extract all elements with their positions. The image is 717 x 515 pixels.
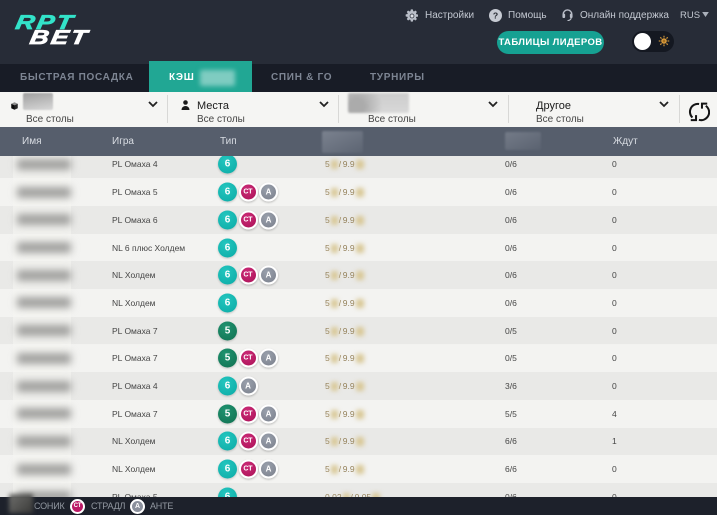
svg-text:?: ? (493, 10, 498, 20)
